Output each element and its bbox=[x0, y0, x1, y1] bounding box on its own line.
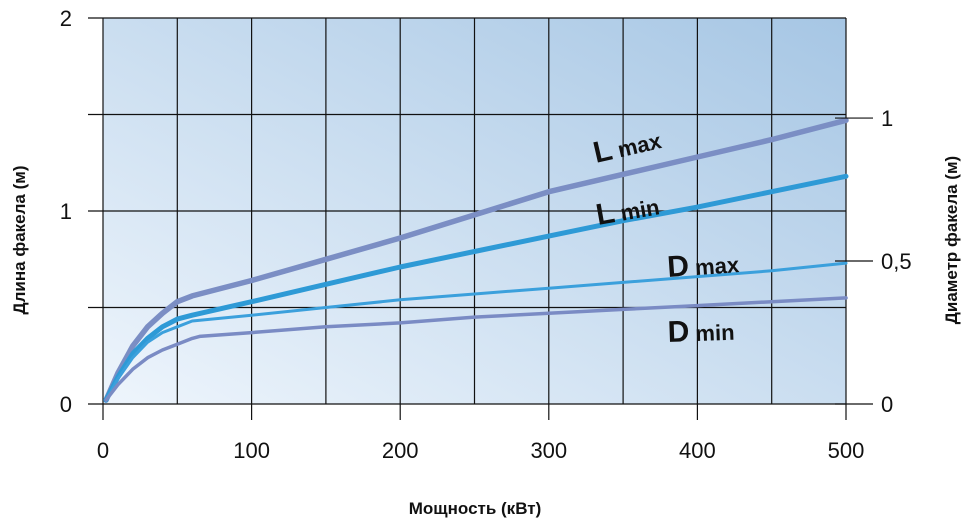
x-axis-title: Мощность (кВт) bbox=[409, 499, 541, 518]
series-line-d-min bbox=[104, 296, 848, 402]
x-tick-label: 300 bbox=[530, 438, 567, 463]
svg-text:Lmin: Lmin bbox=[593, 188, 661, 232]
series-label-d-max-sub: max bbox=[694, 252, 740, 280]
series-line-l-max bbox=[103, 117, 849, 403]
y-tick-label-right: 1 bbox=[881, 106, 893, 131]
series-line-d-max bbox=[104, 261, 848, 402]
y-tick-label-right: 0 bbox=[881, 392, 893, 417]
x-tick-label: 200 bbox=[382, 438, 419, 463]
x-tick-label: 100 bbox=[233, 438, 270, 463]
x-tick-label: 500 bbox=[828, 438, 865, 463]
series-label-d-max-main: D bbox=[666, 250, 690, 284]
series-label-l-min-main: L bbox=[593, 196, 617, 232]
series-label-d-min-main: D bbox=[667, 315, 690, 349]
series-label-l-min: Lmin bbox=[593, 188, 661, 232]
y-tick-label-left: 2 bbox=[60, 6, 72, 31]
y-tick-label-left: 1 bbox=[60, 199, 72, 224]
y-axis-title-right: Диаметр факела (м) bbox=[942, 156, 961, 324]
y-tick-label-left: 0 bbox=[60, 392, 72, 417]
x-tick-label: 0 bbox=[97, 438, 109, 463]
series-line-l-min bbox=[103, 173, 849, 403]
series-label-d-min-sub: min bbox=[695, 320, 735, 346]
y-tick-label-right: 0,5 bbox=[881, 249, 912, 274]
series-layer bbox=[103, 117, 849, 403]
ticks-layer: 0 100 200 300 400 500 0 1 2 0 0,5 1 bbox=[60, 6, 912, 463]
y-axis-title-left: Длина факела (м) bbox=[10, 166, 29, 315]
x-tick-label: 400 bbox=[679, 438, 716, 463]
grid bbox=[88, 17, 847, 405]
